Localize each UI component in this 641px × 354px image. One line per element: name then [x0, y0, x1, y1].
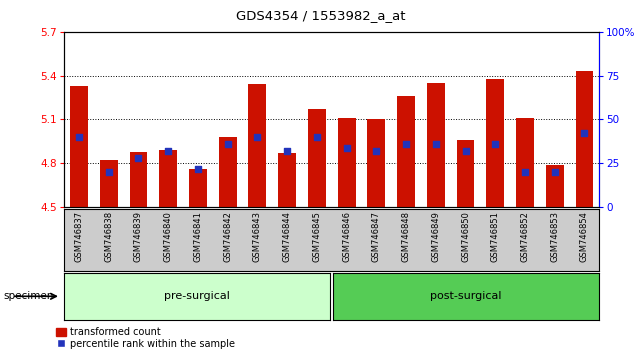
Point [371, 148, 381, 154]
Point [549, 169, 560, 175]
Bar [367, 119, 385, 207]
Bar [545, 165, 563, 207]
Text: GDS4354 / 1553982_a_at: GDS4354 / 1553982_a_at [236, 9, 405, 22]
Point [579, 131, 590, 136]
Text: pre-surgical: pre-surgical [164, 291, 230, 302]
Legend: transformed count, percentile rank within the sample: transformed count, percentile rank withi… [56, 327, 235, 349]
Point [312, 134, 322, 140]
Bar [278, 153, 296, 207]
Text: GSM746848: GSM746848 [401, 211, 410, 262]
Text: GSM746838: GSM746838 [104, 211, 113, 262]
Bar [189, 169, 207, 207]
Bar [516, 118, 534, 207]
Point [222, 141, 233, 147]
Bar [427, 83, 445, 207]
Bar [487, 79, 504, 207]
Text: GSM746839: GSM746839 [134, 211, 143, 262]
Text: GSM746849: GSM746849 [431, 211, 440, 262]
Text: GSM746846: GSM746846 [342, 211, 351, 262]
Point [431, 141, 441, 147]
Point [253, 134, 263, 140]
Point [460, 148, 470, 154]
Point [401, 141, 411, 147]
Bar [100, 160, 118, 207]
Point [133, 155, 144, 161]
Text: GSM746851: GSM746851 [491, 211, 500, 262]
Bar [70, 86, 88, 207]
Text: GSM746850: GSM746850 [461, 211, 470, 262]
Point [193, 166, 203, 171]
Text: GSM746854: GSM746854 [580, 211, 589, 262]
Point [342, 145, 352, 150]
Text: GSM746843: GSM746843 [253, 211, 262, 262]
Point [282, 148, 292, 154]
Bar [219, 137, 237, 207]
Text: GSM746853: GSM746853 [550, 211, 559, 262]
Text: post-surgical: post-surgical [430, 291, 502, 302]
Bar [576, 71, 594, 207]
Text: GSM746844: GSM746844 [283, 211, 292, 262]
Bar [129, 152, 147, 207]
Text: specimen: specimen [3, 291, 54, 301]
Point [163, 148, 173, 154]
Bar [397, 96, 415, 207]
Text: GSM746845: GSM746845 [312, 211, 321, 262]
Bar [249, 84, 266, 207]
Text: GSM746847: GSM746847 [372, 211, 381, 262]
Bar [308, 109, 326, 207]
Bar [456, 140, 474, 207]
Bar [338, 118, 356, 207]
Point [104, 169, 114, 175]
Point [74, 134, 84, 140]
Text: GSM746842: GSM746842 [223, 211, 232, 262]
Text: GSM746840: GSM746840 [163, 211, 172, 262]
Text: GSM746852: GSM746852 [520, 211, 529, 262]
Point [520, 169, 530, 175]
Point [490, 141, 501, 147]
Text: GSM746841: GSM746841 [194, 211, 203, 262]
Text: GSM746837: GSM746837 [74, 211, 83, 262]
Bar [159, 150, 177, 207]
